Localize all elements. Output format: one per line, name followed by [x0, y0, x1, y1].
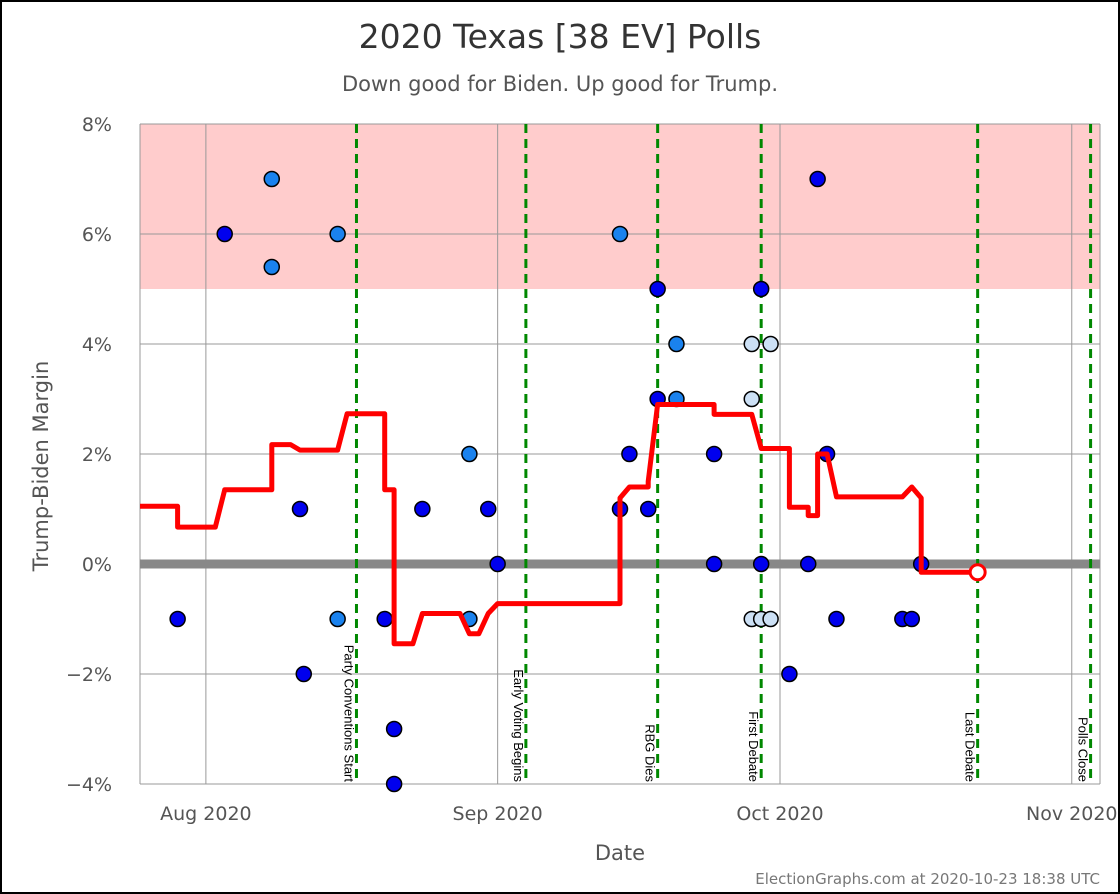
poll-point	[611, 225, 629, 243]
poll-point	[461, 445, 478, 463]
poll-point	[263, 170, 281, 188]
poll-point	[762, 610, 779, 628]
poll-point	[752, 555, 770, 573]
chart-subtitle: Down good for Biden. Up good for Trump.	[342, 72, 778, 96]
poll-point	[828, 610, 845, 628]
poll-point	[649, 280, 666, 298]
poll-point	[621, 445, 638, 463]
event-label: Early Voting Begins	[511, 669, 526, 782]
event-label: Polls Close	[1076, 717, 1091, 782]
poll-point	[376, 610, 393, 628]
poll-point	[781, 665, 798, 683]
poll-point	[705, 445, 723, 463]
poll-point	[743, 390, 761, 408]
x-tick-label: Oct 2020	[736, 803, 823, 825]
poll-point	[743, 335, 761, 353]
x-tick-label: Sep 2020	[453, 803, 543, 825]
event-label: RBG Dies	[643, 724, 658, 782]
plot-area: 8% 6% 4% 2% 0% −2% −4% Aug 2020 Sep 2020 Oct 2020…	[66, 114, 1118, 825]
poll-point	[762, 335, 779, 353]
event-label: Party Conventions Start	[341, 645, 356, 783]
poll-point	[479, 500, 497, 518]
y-tick-label: −2%	[66, 664, 112, 686]
poll-point	[414, 500, 431, 518]
poll-point	[799, 555, 817, 573]
poll-point	[385, 775, 403, 793]
poll-point	[169, 610, 186, 628]
y-axis-label: Trump-Biden Margin	[29, 361, 53, 573]
y-tick-label: −4%	[66, 774, 112, 796]
poll-point	[489, 555, 506, 573]
poll-point	[752, 280, 770, 298]
poll-point	[385, 720, 403, 738]
trump-lead-band	[140, 124, 1100, 289]
poll-point	[639, 500, 657, 518]
average-end-marker	[968, 563, 987, 582]
poll-point	[295, 665, 313, 683]
poll-point	[668, 335, 685, 353]
chart-title: 2020 Texas [38 EV] Polls	[359, 17, 762, 56]
y-tick-label: 6%	[82, 224, 112, 246]
y-tick-label: 2%	[82, 444, 112, 466]
x-axis-label: Date	[595, 841, 645, 865]
y-tick-label: 8%	[82, 114, 112, 136]
credit-text: ElectionGraphs.com at 2020-10-23 18:38 U…	[755, 870, 1100, 888]
poll-point	[263, 258, 281, 276]
average-line	[140, 402, 978, 647]
poll-point	[291, 500, 309, 518]
event-label: First Debate	[746, 711, 761, 782]
y-tick-label: 0%	[82, 554, 112, 576]
event-label: Last Debate	[963, 712, 978, 782]
poll-point	[705, 555, 723, 573]
x-tick-label: Nov 2020	[1026, 803, 1117, 825]
poll-point	[329, 225, 346, 243]
poll-point	[216, 225, 233, 243]
poll-point	[329, 610, 346, 628]
y-tick-label: 4%	[82, 334, 112, 356]
x-tick-label: Aug 2020	[160, 803, 252, 825]
poll-point	[809, 170, 826, 188]
poll-point	[903, 610, 921, 628]
